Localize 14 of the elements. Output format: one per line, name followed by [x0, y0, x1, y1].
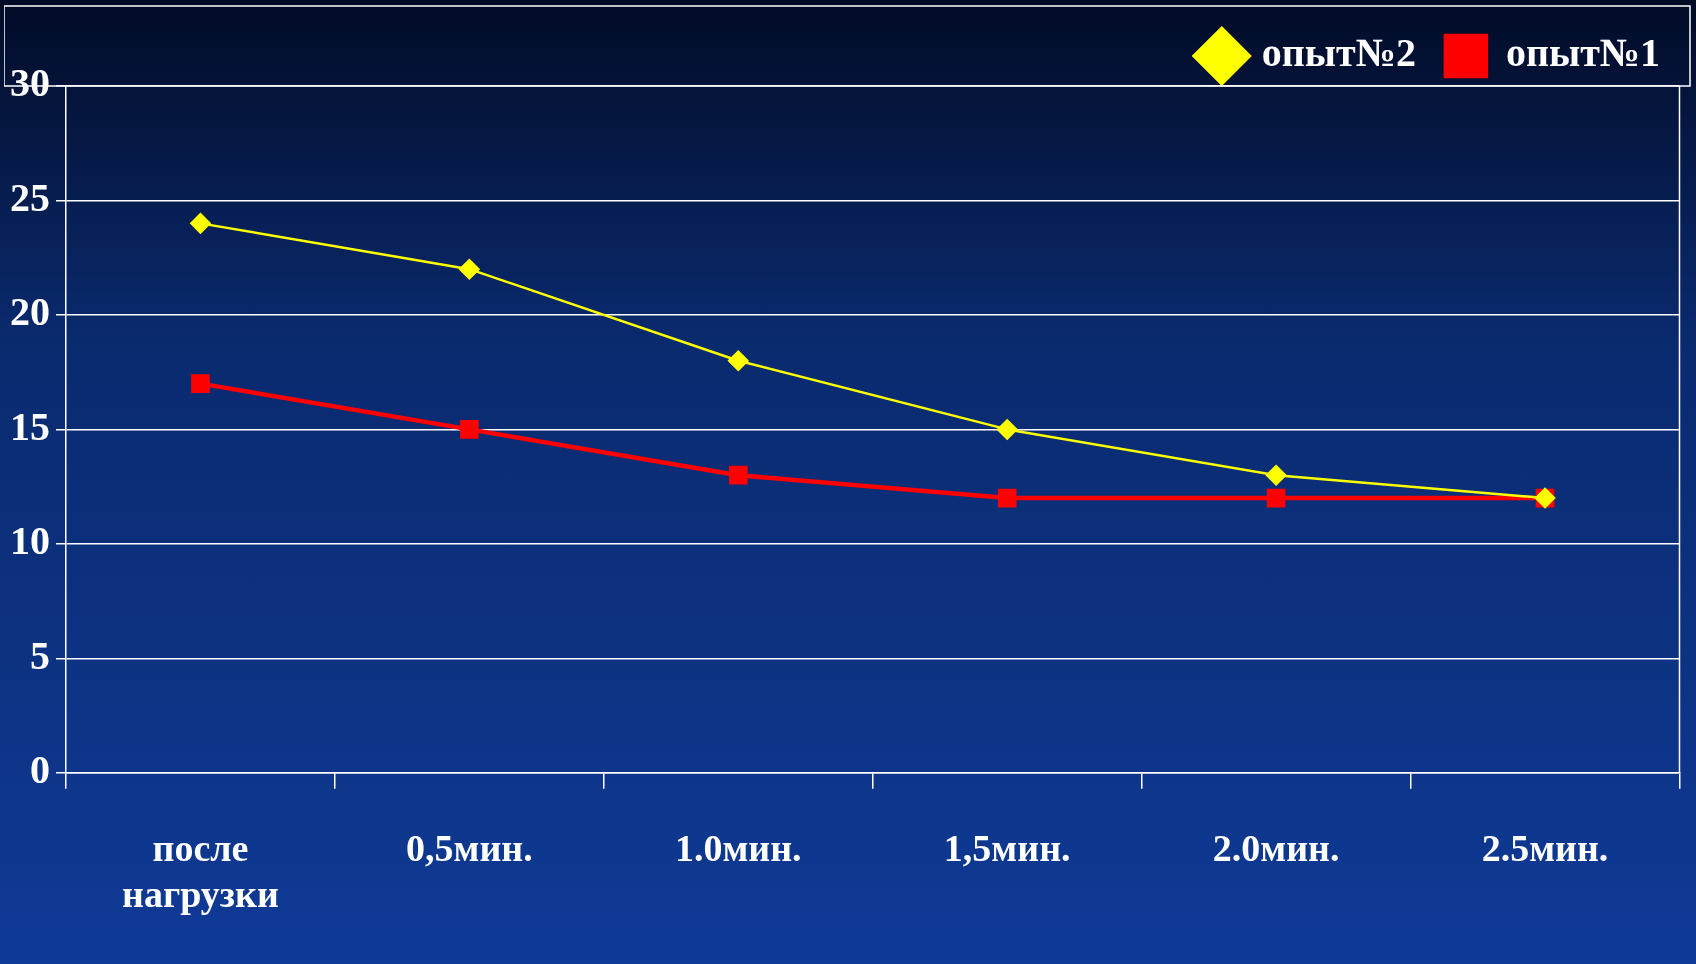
y-tick-label: 5	[30, 632, 50, 678]
x-tick-label: 2.5мин.	[1481, 827, 1609, 870]
legend-label: опыт№1	[1505, 30, 1660, 76]
y-tick-label: 20	[10, 289, 50, 335]
y-tick-label: 10	[10, 518, 50, 564]
x-tick-label: 0,5мин.	[406, 827, 533, 870]
x-tick-label: после нагрузки	[122, 827, 279, 916]
x-tick-label: 2.0мин.	[1212, 827, 1340, 870]
y-tick-label: 0	[30, 747, 50, 793]
y-tick-label: 25	[10, 174, 50, 220]
y-tick-label: 15	[10, 403, 50, 449]
x-tick-label: 1,5мин.	[943, 827, 1071, 870]
x-tick-label: 1.0мин.	[674, 827, 802, 870]
legend-label: опыт№2	[1261, 30, 1416, 76]
